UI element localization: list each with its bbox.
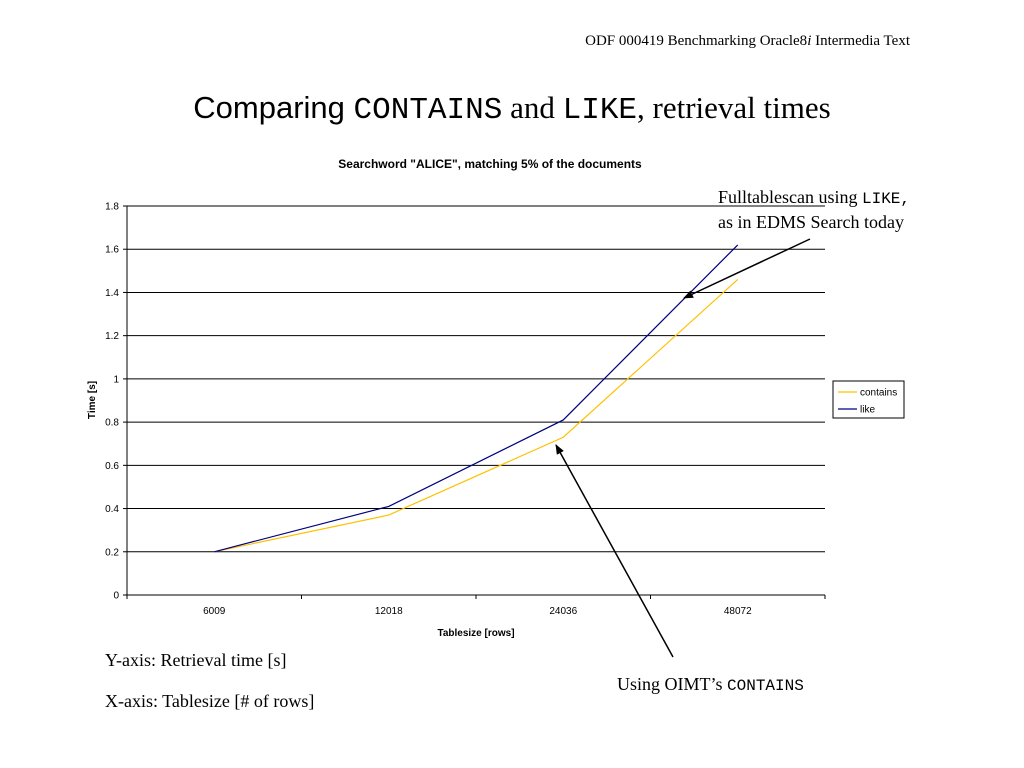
y-tick-label: 0.8: [105, 418, 119, 429]
contains-annotation-prefix: Using OIMT’s: [617, 674, 728, 694]
chart-title: Searchword "ALICE", matching 5% of the d…: [338, 157, 642, 171]
y-tick-label: 1.2: [105, 331, 119, 342]
contains-annotation: Using OIMT’s CONTAINS: [617, 673, 804, 698]
x-tick-label: 24036: [549, 606, 577, 617]
legend-label-like: like: [860, 405, 875, 416]
y-tick-label: 0.2: [105, 547, 119, 558]
x-tick-label: 12018: [375, 606, 403, 617]
contains-annotation-arrow: [555, 444, 674, 658]
title-contains-code: CONTAINS: [353, 93, 503, 128]
header-italic: i: [807, 33, 812, 49]
contains-annotation-code: CONTAINS: [727, 677, 804, 695]
y-tick-label: 0.4: [105, 504, 119, 515]
like-annotation-line2: as in EDMS Search today: [718, 212, 904, 232]
y-tick-label: 1.4: [105, 288, 119, 299]
series-line-like: [214, 244, 739, 553]
y-tick-label: 0: [113, 591, 119, 602]
series-lines: [214, 244, 739, 553]
header-prefix: ODF 000419 Benchmarking Oracle8: [585, 33, 808, 49]
slide-title: Comparing CONTAINS and LIKE, retrieval t…: [0, 90, 1024, 128]
title-and: and: [502, 90, 563, 125]
grid-lines: [127, 205, 825, 553]
y-axis-note: Y-axis: Retrieval time [s]: [105, 650, 287, 670]
legend-box: [832, 380, 905, 419]
x-tick-label: 6009: [203, 606, 226, 617]
slide-header: ODF 000419 Benchmarking Oracle8i Interme…: [585, 33, 910, 50]
like-annotation: Fulltablescan using LIKE, as in EDMS Sear…: [718, 186, 910, 234]
title-like-code: LIKE: [562, 93, 638, 128]
header-suffix: Intermedia Text: [811, 33, 910, 49]
like-annotation-code: LIKE,: [861, 190, 910, 208]
y-tick-label: 1.8: [105, 202, 119, 213]
x-axis-note: X-axis: Tablesize [# of rows]: [105, 691, 315, 711]
series-line-contains: [214, 279, 739, 553]
y-axis-label: Time [s]: [87, 381, 98, 419]
x-tick-label: 48072: [724, 606, 752, 617]
y-tick-label: 0.6: [105, 461, 119, 472]
like-annotation-prefix: Fulltablescan using: [718, 187, 862, 207]
legend-label-contains: contains: [860, 388, 897, 399]
title-part1: Comparing: [193, 90, 354, 125]
legend: contains like: [832, 380, 905, 419]
title-suffix: , retrieval times: [637, 90, 831, 125]
y-tick-label: 1: [113, 374, 119, 385]
y-tick-label: 1.6: [105, 245, 119, 256]
axes: 0 0.2 0.4 0.6 0.8 1 1.2 1.4 1.6 1.8 6009 12018 24036…: [105, 202, 826, 617]
like-annotation-arrow: [683, 238, 811, 299]
x-axis-label: Tablesize [rows]: [437, 628, 514, 639]
